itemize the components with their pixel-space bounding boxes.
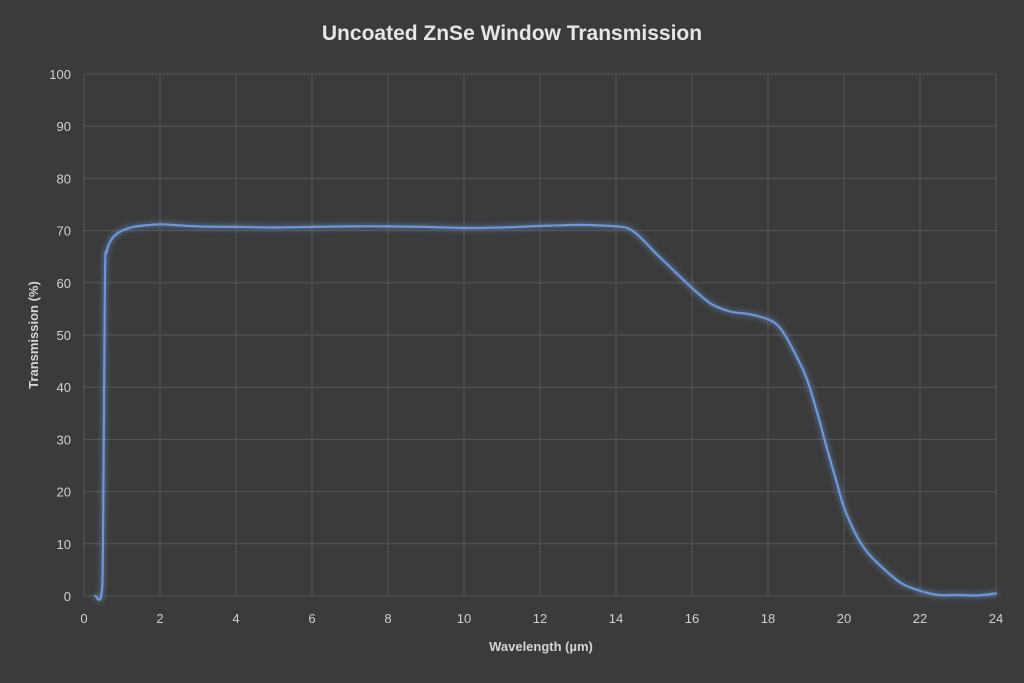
y-tick-label: 80: [57, 171, 71, 186]
y-tick-label: 100: [49, 67, 71, 82]
chart-title: Uncoated ZnSe Window Transmission: [322, 22, 702, 45]
x-tick-label: 10: [457, 611, 471, 626]
x-tick-label: 14: [609, 611, 623, 626]
y-tick-label: 40: [57, 380, 71, 395]
x-tick-label: 18: [761, 611, 775, 626]
axis-layer: 0 2 4 6 8 10 12 14 16 18 20 22 240102030405060708090…: [49, 67, 1003, 626]
x-tick-label: 6: [308, 611, 315, 626]
x-tick-label: 22: [913, 611, 927, 626]
x-tick-label: 8: [384, 611, 391, 626]
x-tick-label: 20: [837, 611, 851, 626]
y-axis-title: Transmission (%): [26, 281, 41, 389]
x-axis-title: Wavelength (µm): [489, 639, 593, 654]
y-tick-label: 50: [57, 328, 71, 343]
y-tick-label: 70: [57, 224, 71, 239]
y-tick-label: 60: [57, 276, 71, 291]
y-tick-label: 10: [57, 537, 71, 552]
x-tick-label: 0: [80, 611, 87, 626]
y-tick-label: 0: [64, 589, 71, 604]
x-tick-label: 12: [533, 611, 547, 626]
y-tick-label: 90: [57, 119, 71, 134]
x-tick-label: 24: [989, 611, 1003, 626]
grid-layer: [83, 73, 997, 597]
y-tick-label: 20: [57, 485, 71, 500]
x-tick-label: 4: [232, 611, 239, 626]
x-tick-label: 16: [685, 611, 699, 626]
y-tick-label: 30: [57, 432, 71, 447]
x-tick-label: 2: [156, 611, 163, 626]
series-layer: [94, 223, 998, 601]
transmission-series-line: [94, 223, 998, 601]
